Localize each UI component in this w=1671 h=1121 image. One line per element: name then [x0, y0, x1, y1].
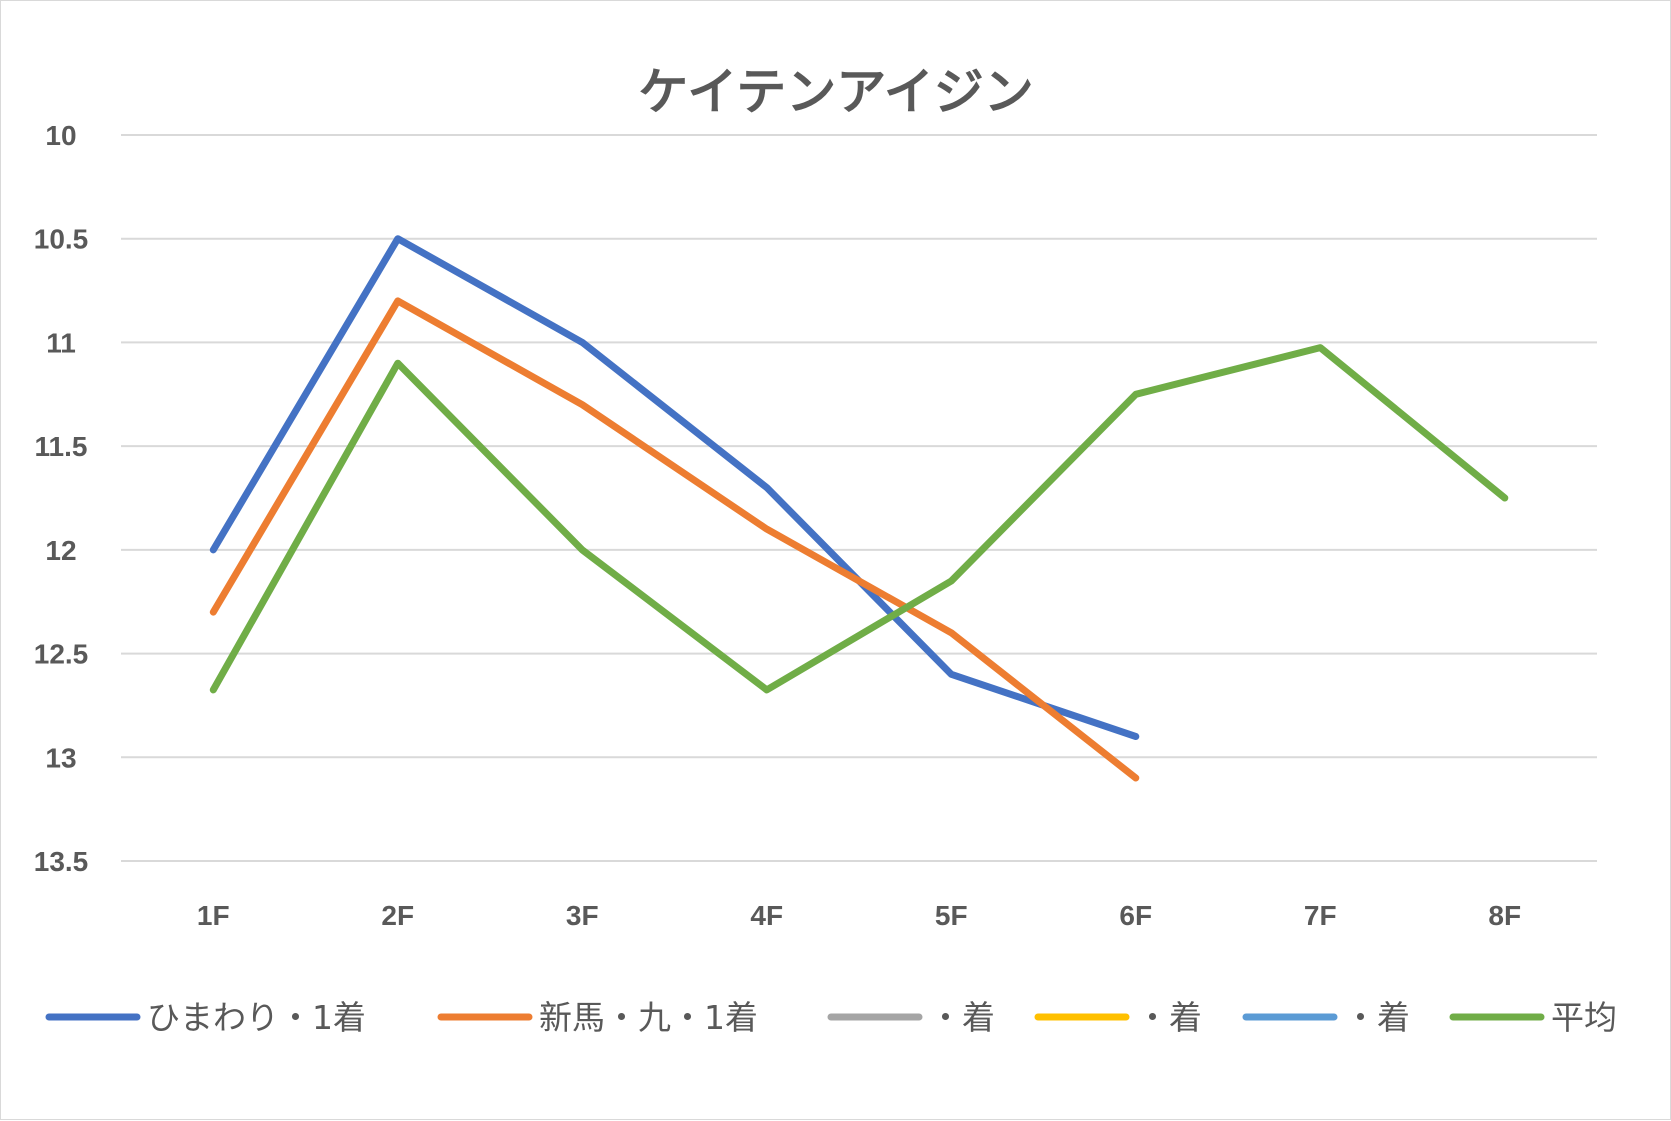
- series-lines: [209, 235, 1509, 782]
- y-tick-label: 11.5: [35, 431, 88, 462]
- legend-label: ・着: [929, 998, 995, 1037]
- x-tick-label: 1F: [197, 900, 230, 931]
- series-line: [209, 344, 1509, 694]
- legend: ひまわり・1着 新馬・九・1着 ・着 ・着 ・着 平均: [45, 998, 1617, 1037]
- x-tick-label: 8F: [1488, 900, 1521, 931]
- x-tick-label: 3F: [566, 900, 599, 931]
- x-tick-label: 2F: [381, 900, 414, 931]
- x-tick-label: 7F: [1304, 900, 1337, 931]
- x-axis-ticks: 1F 2F 3F 4F 5F 6F 7F 8F: [197, 900, 1521, 931]
- y-tick-label: 10.5: [34, 224, 89, 255]
- chart-title: ケイテンアイジン: [638, 63, 1034, 121]
- x-tick-label: 5F: [935, 900, 968, 931]
- series-line: [209, 297, 1140, 782]
- legend-label: 平均: [1551, 998, 1617, 1037]
- gridlines: [121, 134, 1597, 862]
- y-tick-label: 10: [45, 120, 76, 151]
- y-axis-ticks: 10 10.5 11 11.5 12 12.5 13 13.5: [34, 120, 89, 877]
- legend-label: 新馬・九・1着: [539, 998, 758, 1037]
- series-line: [209, 235, 1140, 740]
- y-tick-label: 13.5: [34, 846, 89, 877]
- x-tick-label: 4F: [750, 900, 783, 931]
- y-tick-label: 13: [45, 742, 76, 773]
- legend-label: ひまわり・1着: [147, 998, 366, 1037]
- y-tick-label: 12: [45, 535, 76, 566]
- legend-label: ・着: [1136, 998, 1202, 1037]
- x-tick-label: 6F: [1119, 900, 1152, 931]
- legend-label: ・着: [1344, 998, 1410, 1037]
- y-tick-label: 12.5: [34, 639, 89, 670]
- y-tick-label: 11: [46, 327, 76, 358]
